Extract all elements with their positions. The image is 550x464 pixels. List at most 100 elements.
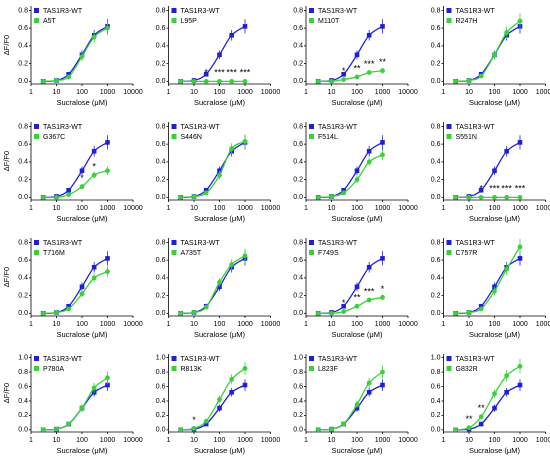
fit-curve: [43, 257, 108, 314]
legend-label: TAS1R3-WT: [181, 240, 221, 247]
fit-curve: [455, 25, 521, 82]
legend-marker: [446, 18, 452, 23]
x-tick-label: 100: [76, 321, 88, 328]
x-axis-label: Sucralose (μM): [57, 446, 109, 455]
y-axis-label: ΔF/F0: [2, 35, 11, 55]
legend-label: TAS1R3-WT: [43, 356, 83, 363]
data-point: [105, 375, 110, 381]
y-tick-label: 0.6: [293, 383, 303, 390]
y-tick-label: 0.4: [293, 398, 303, 405]
x-tick-label: 10000: [123, 205, 143, 212]
y-tick-label: 0.6: [293, 25, 303, 32]
y-tick-label: 0.6: [156, 141, 166, 148]
x-tick-label: 10: [328, 89, 336, 96]
y-tick-label: 0.6: [18, 383, 28, 390]
data-point: [66, 303, 71, 309]
y-tick-label: 0.6: [431, 141, 441, 148]
legend-marker: [34, 134, 39, 139]
significance: *: [381, 284, 385, 294]
x-tick-label: 10: [190, 89, 198, 96]
data-point: [203, 187, 209, 193]
x-axis-label: Sucralose (μM): [57, 330, 109, 339]
y-tick-label: 0.2: [293, 176, 303, 183]
legend-label: TAS1R3-WT: [43, 8, 83, 15]
x-tick-label: 1: [304, 321, 308, 328]
x-tick-label: 10: [53, 89, 61, 96]
x-tick-label: 10000: [398, 321, 418, 328]
legend-marker: [171, 356, 177, 361]
y-tick-label: 0.2: [156, 412, 166, 419]
x-tick-label: 10: [190, 437, 198, 444]
data-point: [354, 284, 360, 290]
data-point: [341, 71, 346, 77]
data-point: [191, 78, 197, 84]
data-point: [242, 24, 248, 29]
y-tick-label: 0.0: [431, 194, 441, 201]
data-point: [354, 402, 360, 407]
x-tick-label: 100: [489, 89, 501, 96]
y-tick-label: 0.6: [18, 25, 28, 32]
legend-label: TAS1R3-WT: [181, 8, 221, 15]
data-point: [354, 405, 360, 411]
y-axis-label: ΔF/F0: [2, 383, 11, 403]
legend-label: F749S: [318, 250, 339, 257]
data-point: [341, 309, 347, 314]
x-tick-label: 1000: [100, 321, 116, 328]
y-tick-label: 0.0: [431, 427, 441, 434]
legend-marker: [171, 124, 177, 129]
legend-marker: [309, 240, 314, 245]
data-point: [517, 140, 523, 145]
significance: *: [342, 66, 346, 76]
x-tick-label: 10000: [123, 89, 143, 96]
legend-label: TAS1R3-WT: [318, 8, 358, 15]
fit-curve: [43, 25, 108, 82]
data-point: [79, 291, 85, 297]
x-tick-label: 1000: [375, 89, 391, 96]
data-point: [91, 34, 97, 40]
legend-marker: [446, 8, 452, 13]
x-tick-label: 1000: [237, 437, 253, 444]
data-point: [54, 78, 59, 83]
data-point: [478, 306, 484, 312]
data-point: [341, 421, 347, 427]
fit-curve: [318, 25, 383, 82]
y-tick-label: 0.4: [156, 43, 166, 50]
x-axis-label: Sucralose (μM): [332, 214, 384, 223]
data-point: [329, 426, 334, 432]
fit-curve: [455, 20, 521, 82]
legend-label: S446N: [181, 134, 202, 141]
data-point: [217, 172, 222, 178]
legend-label: F514L: [318, 134, 338, 141]
data-point: [504, 373, 510, 379]
y-tick-label: 0.6: [293, 257, 303, 264]
x-tick-label: 100: [351, 89, 363, 96]
data-point: [105, 269, 110, 275]
fit-curve: [318, 371, 383, 431]
legend-label: TAS1R3-WT: [318, 240, 358, 247]
y-tick-label: 1.0: [293, 354, 303, 361]
fit-curve: [43, 377, 108, 431]
legend-marker: [171, 366, 177, 371]
x-tick-label: 10000: [261, 205, 281, 212]
y-tick-label: 0.0: [156, 427, 166, 434]
data-point: [79, 168, 85, 174]
data-point: [366, 159, 372, 165]
x-tick-label: 1000: [100, 437, 116, 444]
data-point: [478, 187, 484, 193]
x-tick-label: 1000: [375, 205, 391, 212]
legend-marker: [446, 240, 452, 245]
x-tick-label: 1: [304, 437, 308, 444]
y-tick-label: 0.4: [293, 159, 303, 166]
data-point: [54, 194, 59, 200]
x-tick-label: 10: [328, 321, 336, 328]
x-tick-label: 10: [53, 437, 61, 444]
data-point: [178, 78, 184, 84]
data-point: [242, 78, 248, 84]
fit-curve: [43, 141, 108, 198]
data-point: [79, 284, 85, 290]
legend-marker: [171, 8, 177, 13]
legend-marker: [309, 18, 314, 23]
x-tick-label: 1: [442, 321, 446, 328]
x-tick-label: 10: [53, 205, 61, 212]
data-point: [229, 78, 235, 84]
